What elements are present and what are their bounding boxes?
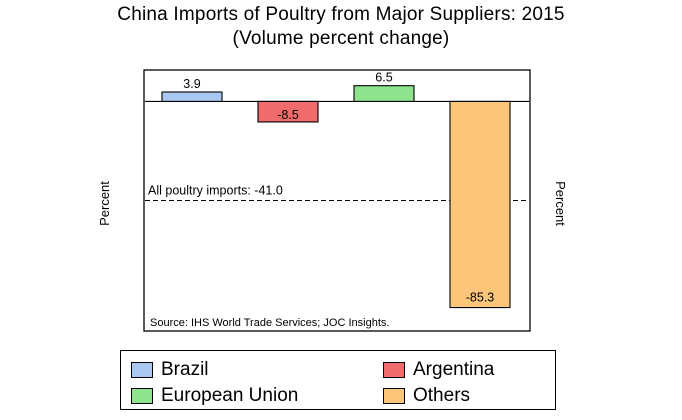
bar-european-union [353,85,415,102]
bar-argentina [257,100,319,123]
y-axis-label-left: Percent [96,181,112,226]
data-label-european-union: 6.5 [375,71,392,85]
legend-swatch-others [383,388,405,404]
legend-swatch-brazil [131,362,153,378]
data-label-argentina: -8.5 [277,108,299,122]
legend-label-others: Others [413,385,471,406]
data-label-others: -85.3 [466,291,495,305]
legend-swatch-argentina [383,362,405,378]
plot-frame [143,69,531,332]
reference-line-label: All poultry imports: -41.0 [148,184,283,198]
legend: Brazil Argentina European Union Others [120,350,556,410]
legend-item-european-union: European Union [131,385,298,407]
legend-label-brazil: Brazil [161,359,209,380]
legend-item-brazil: Brazil [131,359,209,381]
legend-swatch-european-union [131,388,153,404]
y-axis-label-right: Percent [552,181,568,226]
chart-subtitle: (Volume percent change) [232,28,450,49]
legend-item-others: Others [383,385,470,407]
legend-label-european-union: European Union [161,385,299,406]
source-note: Source: IHS World Trade Services; JOC In… [150,317,389,329]
chart-title: China Imports of Poultry from Major Supp… [117,4,565,25]
bar-others [449,100,511,309]
legend-label-argentina: Argentina [413,359,495,380]
legend-item-argentina: Argentina [383,359,494,381]
bar-brazil [161,91,223,102]
data-label-brazil: 3.9 [183,77,200,91]
